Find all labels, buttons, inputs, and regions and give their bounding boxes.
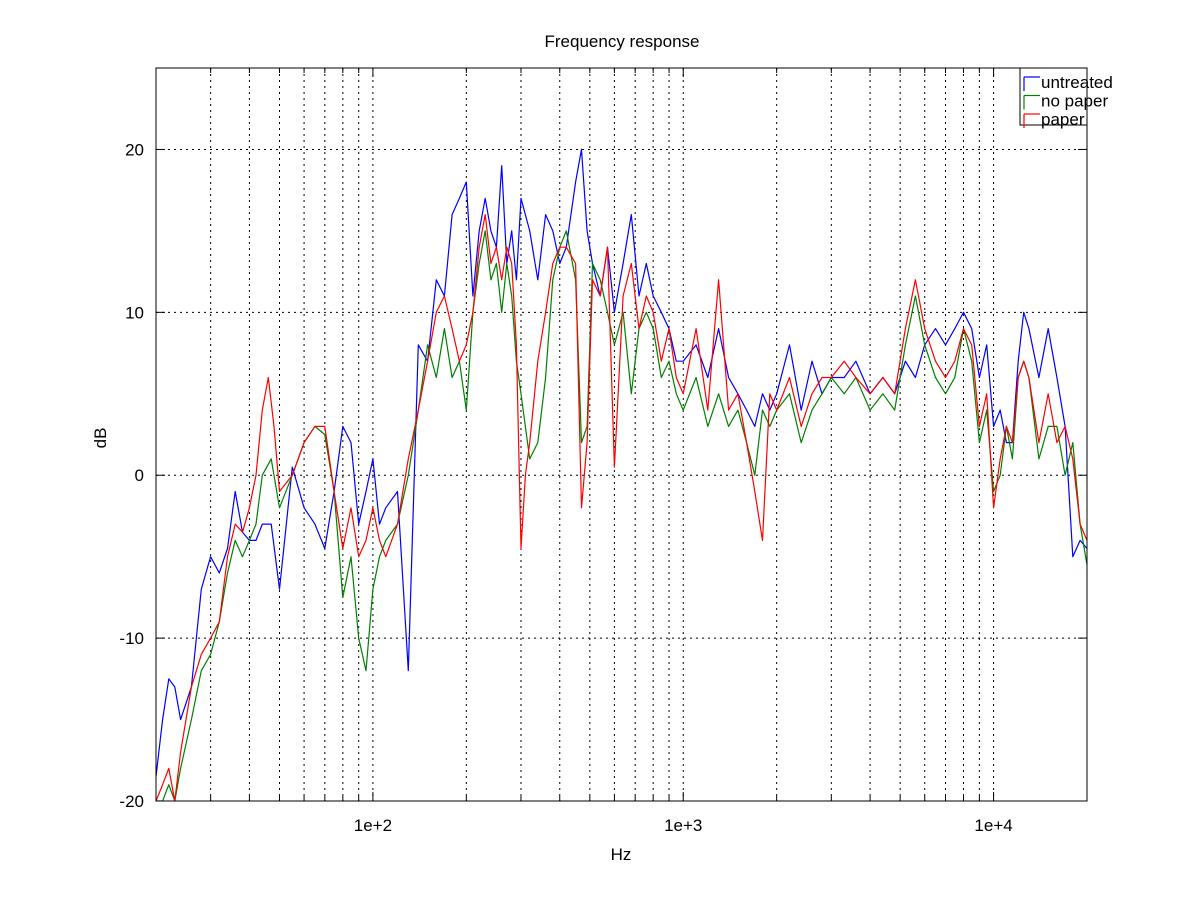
series-line-paper [156, 214, 1087, 801]
chart-title: Frequency response [545, 32, 700, 51]
series-layer [156, 148, 1087, 801]
legend-label: no paper [1041, 92, 1108, 111]
x-tick-label: 1e+3 [664, 816, 702, 835]
legend-label: paper [1041, 110, 1085, 129]
y-tick-label: 10 [125, 303, 144, 322]
legend-box [1019, 67, 1088, 126]
axis-ticks: -20 -10 0 10 20 1e+2 1e+3 1e+4 [119, 68, 1088, 835]
x-axis-label: Hz [611, 845, 632, 864]
y-tick-label: 0 [135, 466, 144, 485]
legend-label: untreated [1041, 73, 1113, 92]
grid-lines [155, 68, 1088, 802]
plot-frame [155, 67, 1088, 802]
y-tick-label: -20 [119, 792, 144, 811]
x-tick-label: 1e+2 [354, 816, 392, 835]
y-tick-label: 20 [125, 140, 144, 159]
y-axis-label: dB [91, 428, 110, 449]
y-tick-label: -10 [119, 629, 144, 648]
series-line-untreated [156, 148, 1087, 777]
x-tick-label: 1e+4 [974, 816, 1012, 835]
